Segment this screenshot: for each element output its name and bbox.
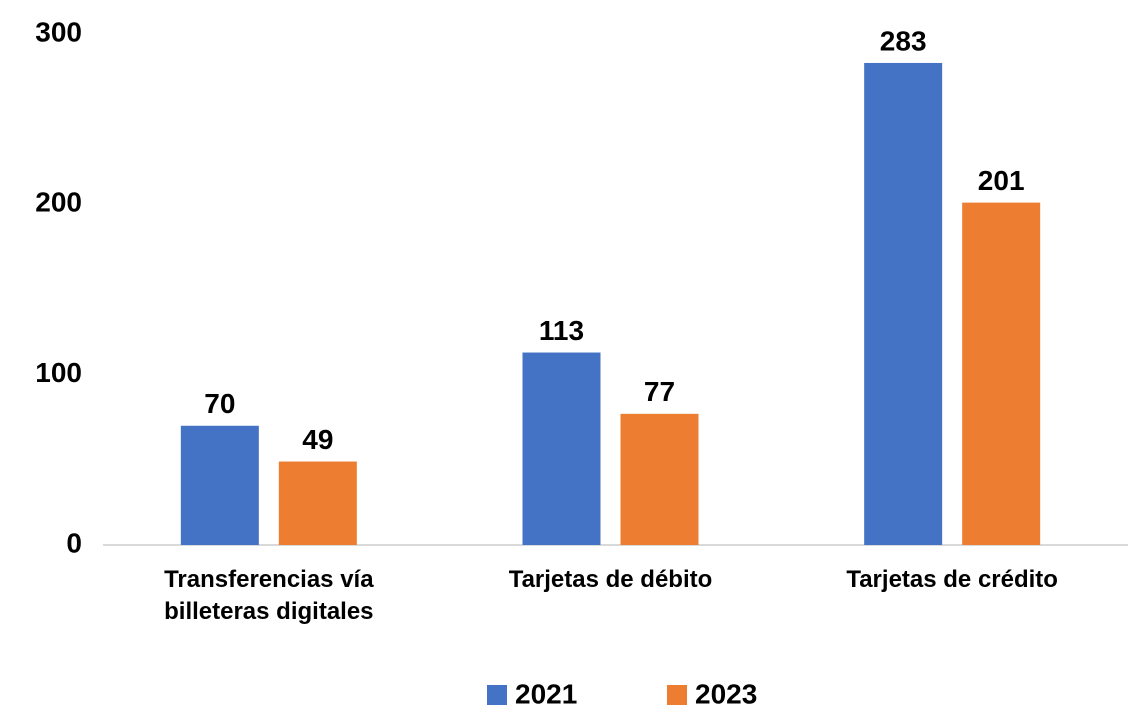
bar — [522, 352, 601, 545]
y-tick-label: 300 — [35, 16, 82, 47]
bar — [962, 202, 1041, 545]
data-label: 70 — [204, 388, 235, 419]
data-label: 49 — [302, 424, 333, 455]
bar — [864, 62, 943, 545]
data-label: 113 — [539, 315, 584, 346]
y-tick-label: 200 — [35, 187, 82, 218]
y-tick-label: 0 — [66, 527, 82, 558]
data-label: 283 — [880, 25, 927, 56]
bar — [278, 461, 357, 545]
x-tick-label: Tarjetas de débito — [508, 566, 713, 593]
data-label: 201 — [978, 165, 1025, 196]
bar — [180, 425, 259, 545]
legend-label: 2021 — [515, 678, 577, 709]
legend-label: 2023 — [695, 678, 757, 709]
x-tick-label: Transferencias vía billeteras digitales — [164, 566, 374, 625]
x-tick-label: Tarjetas de crédito — [846, 566, 1058, 593]
legend-swatch — [487, 685, 507, 705]
legend-swatch — [667, 685, 687, 705]
bar — [620, 413, 699, 545]
data-label: 77 — [644, 376, 675, 407]
y-tick-label: 100 — [35, 357, 82, 388]
